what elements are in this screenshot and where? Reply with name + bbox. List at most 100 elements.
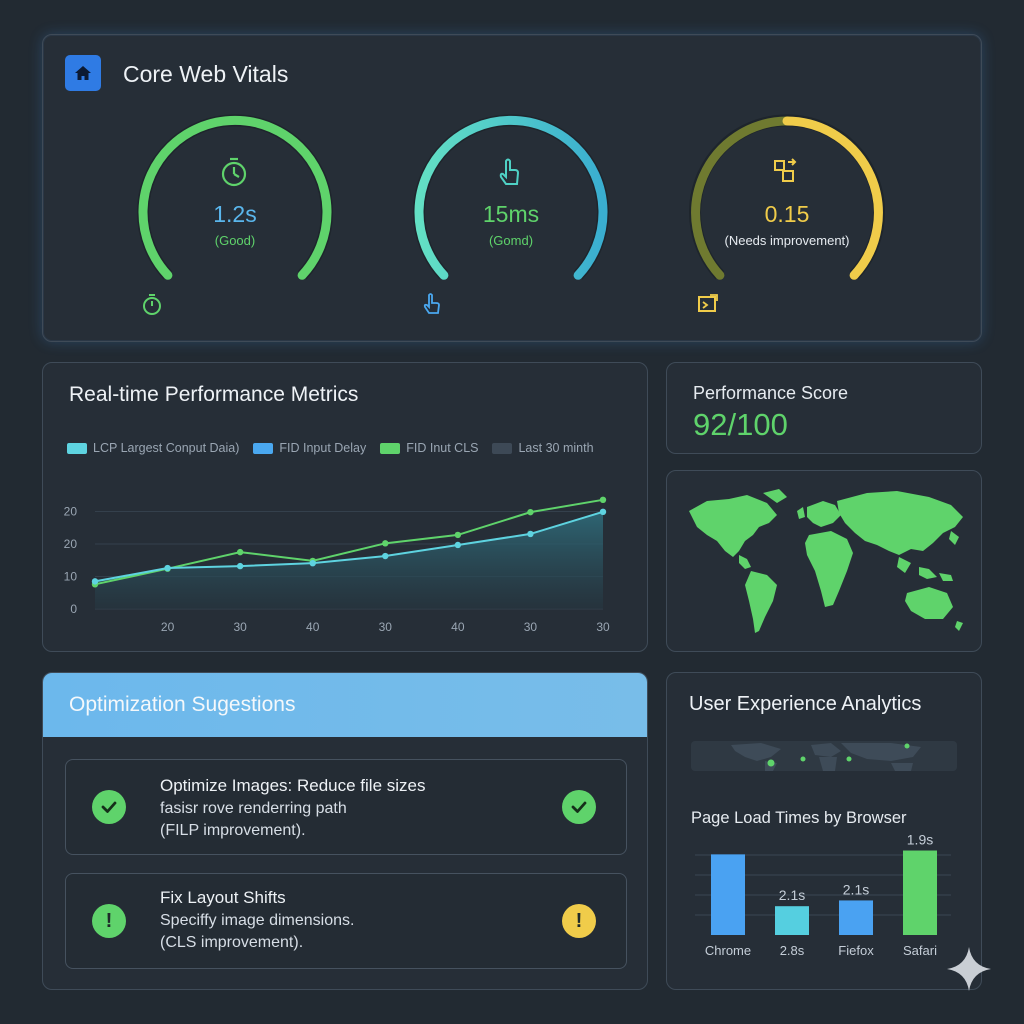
exclamation-icon[interactable]: ! — [562, 904, 596, 938]
legend-label: FID Inut CLS — [406, 441, 479, 455]
legend-item-cls[interactable]: FID Inut CLS — [380, 441, 478, 455]
x-tick-label: 2.8s — [780, 943, 805, 958]
exclamation-icon: ! — [92, 904, 126, 938]
gauge-value: 1.2s — [213, 201, 257, 227]
mini-world-map[interactable] — [691, 741, 957, 771]
stopwatch-icon — [221, 157, 247, 187]
data-point — [309, 559, 316, 567]
y-tick-label: 10 — [64, 570, 78, 584]
data-point — [164, 564, 171, 572]
bar — [775, 906, 809, 935]
data-point — [236, 548, 244, 556]
y-tick-label: 20 — [64, 537, 78, 551]
gauge-lcp: 1.2s (Good) — [135, 113, 335, 313]
suggestion-title-rest: Reduce file sizes — [292, 776, 426, 795]
optimization-header: Optimization Sugestions — [43, 673, 647, 737]
check-icon[interactable] — [562, 790, 596, 824]
chart-legend: LCP Largest Conput Daia) FID Input Delay… — [67, 441, 594, 455]
boxes-icon — [774, 158, 797, 182]
optimization-title: Optimization Sugestions — [69, 693, 296, 716]
legend-label: Last 30 minth — [518, 441, 594, 455]
x-tick-label: 30 — [233, 620, 247, 634]
metrics-title: Real-time Performance Metrics — [69, 383, 359, 406]
ux-title: User Experience Analytics — [689, 693, 922, 715]
legend-item-range[interactable]: Last 30 minth — [492, 441, 594, 455]
data-label: 2.1s — [779, 887, 805, 903]
suggestion-line: Speciffy image dimensions. — [160, 912, 355, 929]
x-tick-label: 40 — [306, 620, 320, 634]
data-point — [236, 562, 244, 570]
mini-map-svg — [731, 743, 921, 771]
suggestion-line: fasisr rove renderring path — [160, 800, 347, 817]
legend-swatch — [253, 442, 274, 454]
score-value: 92/100 — [693, 407, 788, 442]
bar-chart-title: Page Load Times by Browser — [691, 809, 907, 827]
legend-label: FID Input Delay — [279, 441, 367, 455]
suggestion-card[interactable]: ! Fix Layout Shifts Speciffy image dimen… — [65, 873, 627, 969]
gauge-cls: 0.15 (Needs improvement) — [687, 113, 887, 313]
optimization-panel: Optimization Sugestions Optimize Images:… — [42, 672, 648, 990]
legend-swatch — [67, 442, 87, 454]
suggestion-line: (FILP improvement). — [160, 822, 306, 839]
legend-item-lcp[interactable]: LCP Largest Conput Daia) — [67, 441, 239, 455]
series-line — [94, 510, 604, 583]
line-chart: 20 20 10 0 20 30 40 30 40 30 30 — [64, 496, 610, 634]
bar — [711, 854, 745, 935]
gauge-status: (Good) — [214, 233, 256, 248]
data-label: 1.9s — [907, 833, 933, 848]
home-icon[interactable] — [65, 55, 101, 91]
performance-score-panel: Performance Score 92/100 — [666, 362, 982, 454]
x-tick-label: Safari — [903, 943, 937, 958]
data-point — [454, 541, 462, 549]
pointer-hand-icon — [499, 158, 520, 185]
bar-chart: Chrome 2.8s 2.1s Fiefox 2.1s Safari 1.9s — [695, 833, 951, 958]
y-tick-label: 0 — [70, 602, 77, 616]
x-tick-label: Chrome — [705, 943, 751, 958]
suggestion-line: (CLS improvement). — [160, 934, 304, 951]
data-point — [599, 508, 607, 516]
ux-analytics-panel: User Experience Analytics Page Load Time… — [666, 672, 982, 990]
pointer-hand-icon — [423, 293, 440, 314]
data-point — [599, 496, 607, 503]
suggestion-title: Fix Layout Shifts — [160, 888, 286, 907]
gauge-value: 0.15 — [764, 201, 810, 227]
series-line — [94, 498, 604, 586]
gauge-status: (Gomd) — [488, 233, 534, 248]
data-point — [91, 578, 99, 585]
legend-swatch — [492, 442, 513, 454]
x-tick-label: 20 — [161, 620, 175, 634]
page-title: Core Web Vitals — [123, 61, 289, 87]
world-map-panel — [666, 470, 982, 652]
y-tick-label: 20 — [64, 505, 78, 519]
data-point — [382, 552, 389, 560]
x-tick-label: 30 — [379, 620, 393, 634]
suggestion-card[interactable]: Optimize Images: Reduce file sizes fasis… — [65, 759, 627, 855]
bar — [903, 850, 937, 935]
sparkle-icon — [947, 947, 991, 991]
data-point — [454, 531, 462, 539]
gauge-status: (Needs improvement) — [724, 233, 850, 248]
x-tick-label: Fiefox — [838, 943, 874, 958]
legend-swatch — [380, 442, 401, 454]
data-point — [527, 508, 534, 516]
legend-item-fid[interactable]: FID Input Delay — [253, 441, 366, 455]
stopwatch-icon — [143, 294, 161, 315]
data-point — [527, 530, 534, 538]
performance-metrics-panel: Real-time Performance Metrics LCP Larges… — [42, 362, 648, 652]
check-icon — [92, 790, 126, 824]
gauge-value: 15ms — [482, 201, 540, 227]
bar — [839, 900, 873, 935]
score-title: Performance Score — [693, 383, 849, 403]
legend-label: LCP Largest Conput Daia) — [93, 441, 240, 455]
suggestion-title: Optimize Images: Reduce file sizes — [160, 776, 426, 796]
edit-layout-icon — [698, 294, 718, 312]
data-label: 2.1s — [843, 881, 869, 897]
core-web-vitals-panel: Core Web Vitals 1.2s (Good) — [42, 34, 982, 342]
x-tick-label: 30 — [596, 620, 610, 634]
data-point — [382, 540, 389, 547]
world-map[interactable] — [667, 471, 983, 653]
suggestion-title-strong: Optimize Images: — [160, 776, 293, 795]
gauge-fid: 15ms (Gomd) — [411, 113, 611, 313]
x-tick-label: 30 — [524, 620, 538, 634]
x-tick-label: 40 — [451, 620, 465, 634]
